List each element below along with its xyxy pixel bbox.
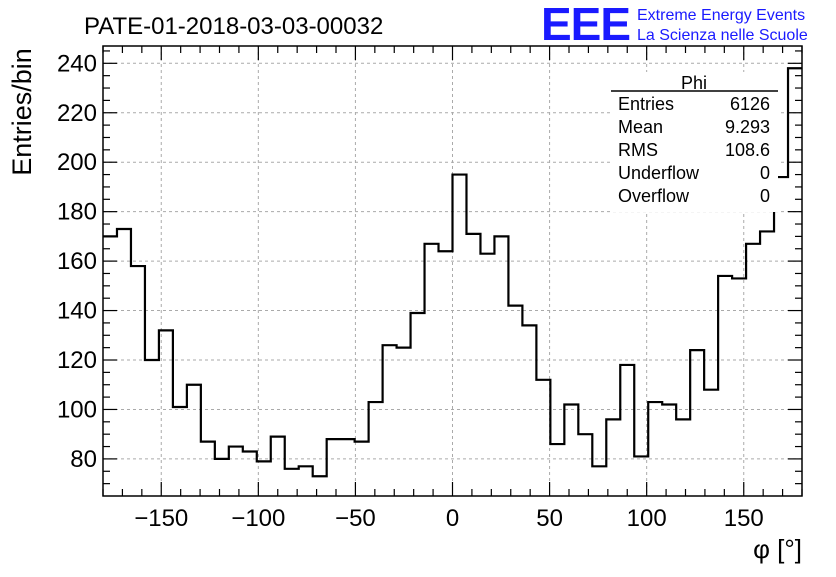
eee-logo-mark: EEE [541, 0, 630, 50]
y-tick-label: 160 [57, 248, 97, 275]
y-tick-label: 140 [57, 298, 97, 325]
y-tick-label: 120 [57, 347, 97, 374]
x-tick-label: −150 [134, 505, 188, 532]
x-axis-ticks: −150 −100 −50 0 50 100 150 [102, 46, 803, 532]
x-tick-label: 150 [724, 505, 764, 532]
x-axis-label: φ [°] [753, 534, 802, 564]
stats-row-value: 9.293 [725, 117, 770, 137]
y-tick-label: 80 [70, 446, 97, 473]
eee-logo: EEE Extreme Energy Events La Scienza nel… [541, 0, 808, 50]
x-tick-label: 50 [536, 505, 563, 532]
x-tick-label: −50 [335, 505, 376, 532]
y-axis-ticks: 80 100 120 140 160 180 200 220 240 [57, 50, 802, 485]
chart-title: PATE-01-2018-03-03-00032 [84, 13, 383, 40]
stats-row-label: Underflow [618, 163, 700, 183]
stats-box: Phi Entries 6126 Mean 9.293 RMS 108.6 Underflo… [611, 72, 778, 212]
histogram-series-line [103, 67, 802, 478]
stats-row-label: RMS [618, 140, 658, 160]
y-axis-label: Entries/bin [7, 48, 37, 176]
y-tick-label: 220 [57, 100, 97, 127]
y-tick-label: 180 [57, 199, 97, 226]
x-tick-label: −100 [231, 505, 285, 532]
stats-box-rows: Entries 6126 Mean 9.293 RMS 108.6 Underflow 0 Ov… [618, 94, 770, 206]
x-tick-label: 100 [627, 505, 667, 532]
stats-row-label: Entries [618, 94, 674, 114]
y-tick-label: 100 [57, 396, 97, 423]
stats-row-value: 6126 [730, 94, 770, 114]
stats-row-label: Mean [618, 117, 663, 137]
eee-logo-line2: La Scienza nelle Scuole [637, 27, 808, 44]
stats-box-background [611, 72, 778, 212]
x-tick-label: 0 [446, 505, 459, 532]
eee-logo-line1: Extreme Energy Events [637, 7, 805, 24]
y-tick-label: 200 [57, 149, 97, 176]
stats-row-value: 108.6 [725, 140, 770, 160]
stats-box-title: Phi [681, 73, 707, 93]
stats-row-label: Overflow [618, 186, 690, 206]
y-tick-label: 240 [57, 50, 97, 77]
stats-row-value: 0 [760, 186, 770, 206]
stats-row-value: 0 [760, 163, 770, 183]
